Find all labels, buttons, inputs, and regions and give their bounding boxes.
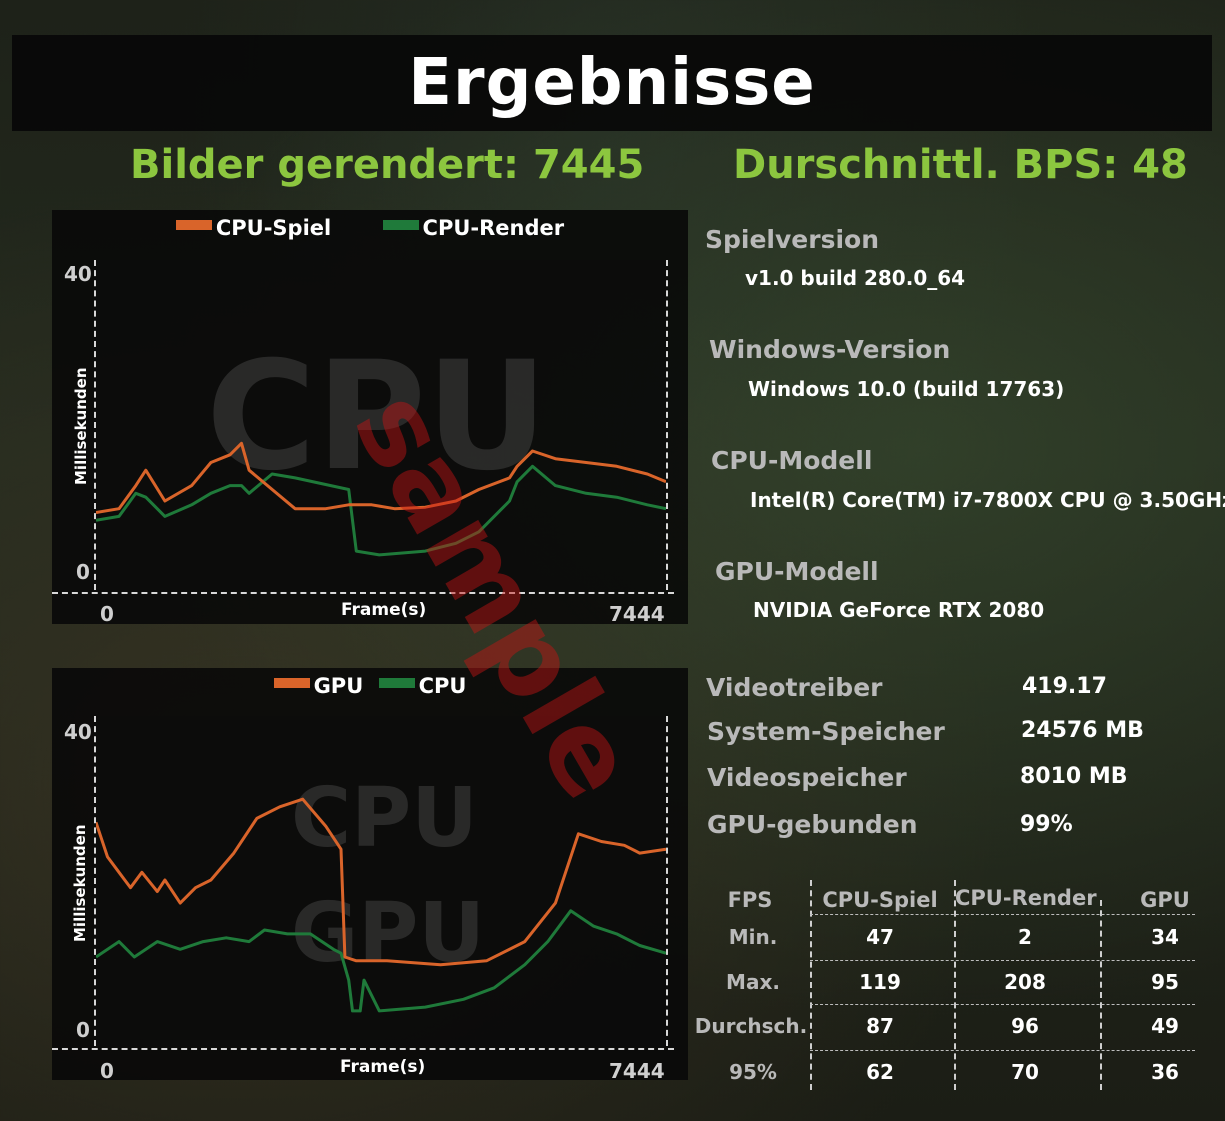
cell-max-cpu-game: 119 [859, 970, 901, 994]
page-title: Ergebnisse [408, 46, 816, 120]
legend-swatch-orange [175, 220, 212, 230]
info-value-cpu-model: Intel(R) Core(TM) i7-7800X CPU @ 3.50GHz [750, 488, 1225, 512]
row-label-max: Max. [726, 970, 780, 994]
average-bps: Durschnittl. BPS: 48 [733, 142, 1188, 188]
legend-label: CPU-Spiel [215, 216, 332, 240]
legend-label: CPU [418, 674, 467, 698]
legend-label: GPU [313, 674, 364, 698]
row-label-min: Min. [728, 925, 778, 949]
column-divider [954, 880, 956, 1090]
cell-95-cpu-render: 70 [1011, 1060, 1039, 1084]
y-axis-label: Millisekunden [72, 367, 90, 485]
cpu-chart-legend: CPU-Spiel CPU-Render [52, 210, 688, 246]
table-header: CPU-Spiel [822, 888, 938, 912]
stat-label-video-memory: Videospeicher [707, 763, 907, 792]
chart-watermark-cpu: CPU [291, 771, 478, 866]
gpu-frametime-chart [96, 797, 666, 1013]
cell-avg-cpu-render: 96 [1011, 1014, 1039, 1038]
stat-label-system-memory: System-Speicher [707, 717, 945, 746]
chart-watermark: CPU [206, 330, 548, 504]
gpu-chart-area: CPU GPU [94, 716, 668, 1046]
row-label-95th: 95% [729, 1060, 777, 1084]
info-value-game-version: v1.0 build 280.0_64 [745, 266, 966, 290]
frames-rendered: Bilder gerendert: 7445 [130, 142, 645, 188]
x-axis-line [52, 1048, 674, 1050]
x-axis-label: Frame(s) [340, 1057, 426, 1077]
legend-swatch-green [382, 220, 419, 230]
info-label-game-version: Spielversion [705, 225, 879, 254]
cell-95-gpu: 36 [1151, 1060, 1179, 1084]
fps-table: FPS CPU-Spiel CPU-Render GPU Min. 47 2 3… [690, 880, 1205, 1090]
cpu-chart-area: CPU [94, 260, 668, 590]
stat-label-video-driver: Videotreiber [706, 673, 883, 702]
y-axis-min: 0 [76, 1018, 90, 1042]
x-axis-min: 0 [100, 602, 114, 626]
stat-value-video-driver: 419.17 [1022, 674, 1107, 699]
column-divider [1100, 900, 1102, 1090]
cpu-frametime-chart [96, 441, 666, 557]
x-axis-max: 7444 [609, 602, 665, 626]
table-header: FPS [727, 888, 773, 912]
cell-min-cpu-render: 2 [1018, 925, 1032, 949]
info-label-windows-version: Windows-Version [709, 335, 951, 364]
legend-swatch-orange [273, 678, 310, 688]
info-value-windows-version: Windows 10.0 (build 17763) [748, 377, 1065, 401]
cell-max-gpu: 95 [1151, 970, 1179, 994]
info-label-gpu-model: GPU-Modell [715, 557, 879, 586]
cell-avg-cpu-game: 87 [866, 1014, 894, 1038]
info-label-cpu-model: CPU-Modell [711, 446, 873, 475]
gpu-chart-legend: GPU CPU [52, 668, 688, 704]
table-header: CPU-Render [955, 886, 1097, 910]
legend-item-cpu-spiel: CPU-Spiel [175, 210, 332, 246]
series-line-gpu [96, 797, 666, 967]
row-divider [810, 914, 1195, 915]
y-axis-max: 40 [64, 720, 92, 744]
stat-value-gpu-bound: 99% [1020, 812, 1073, 837]
series-line-cpu-spiel [96, 441, 666, 514]
table-header: GPU [1140, 888, 1190, 912]
cell-avg-gpu: 49 [1151, 1014, 1179, 1038]
x-axis-max: 7444 [609, 1059, 665, 1083]
column-divider [810, 880, 812, 1090]
info-value-gpu-model: NVIDIA GeForce RTX 2080 [753, 598, 1045, 622]
cell-min-gpu: 34 [1151, 925, 1179, 949]
series-line-cpu [96, 909, 666, 1013]
row-divider [810, 1004, 1195, 1005]
legend-item-gpu: GPU [273, 668, 364, 704]
row-label-average: Durchsch. [694, 1014, 808, 1038]
legend-swatch-green [378, 678, 415, 688]
x-axis-line [52, 592, 674, 594]
y-axis-min: 0 [76, 560, 90, 584]
cell-95-cpu-game: 62 [866, 1060, 894, 1084]
cell-max-cpu-render: 208 [1004, 970, 1046, 994]
row-divider [810, 960, 1195, 961]
cell-min-cpu-game: 47 [866, 925, 894, 949]
row-divider [810, 1050, 1195, 1051]
title-bar: Ergebnisse [12, 35, 1212, 131]
stat-value-system-memory: 24576 MB [1021, 718, 1144, 743]
stat-label-gpu-bound: GPU-gebunden [707, 810, 918, 839]
legend-label: CPU-Render [422, 216, 565, 240]
y-axis-max: 40 [64, 262, 92, 286]
legend-item-cpu-render: CPU-Render [382, 210, 565, 246]
x-axis-label: Frame(s) [341, 600, 427, 620]
stat-value-video-memory: 8010 MB [1020, 764, 1128, 789]
series-line-cpu-render [96, 464, 666, 557]
legend-item-cpu: CPU [378, 668, 467, 704]
y-axis-label: Millisekunden [71, 824, 89, 942]
x-axis-min: 0 [100, 1059, 114, 1083]
